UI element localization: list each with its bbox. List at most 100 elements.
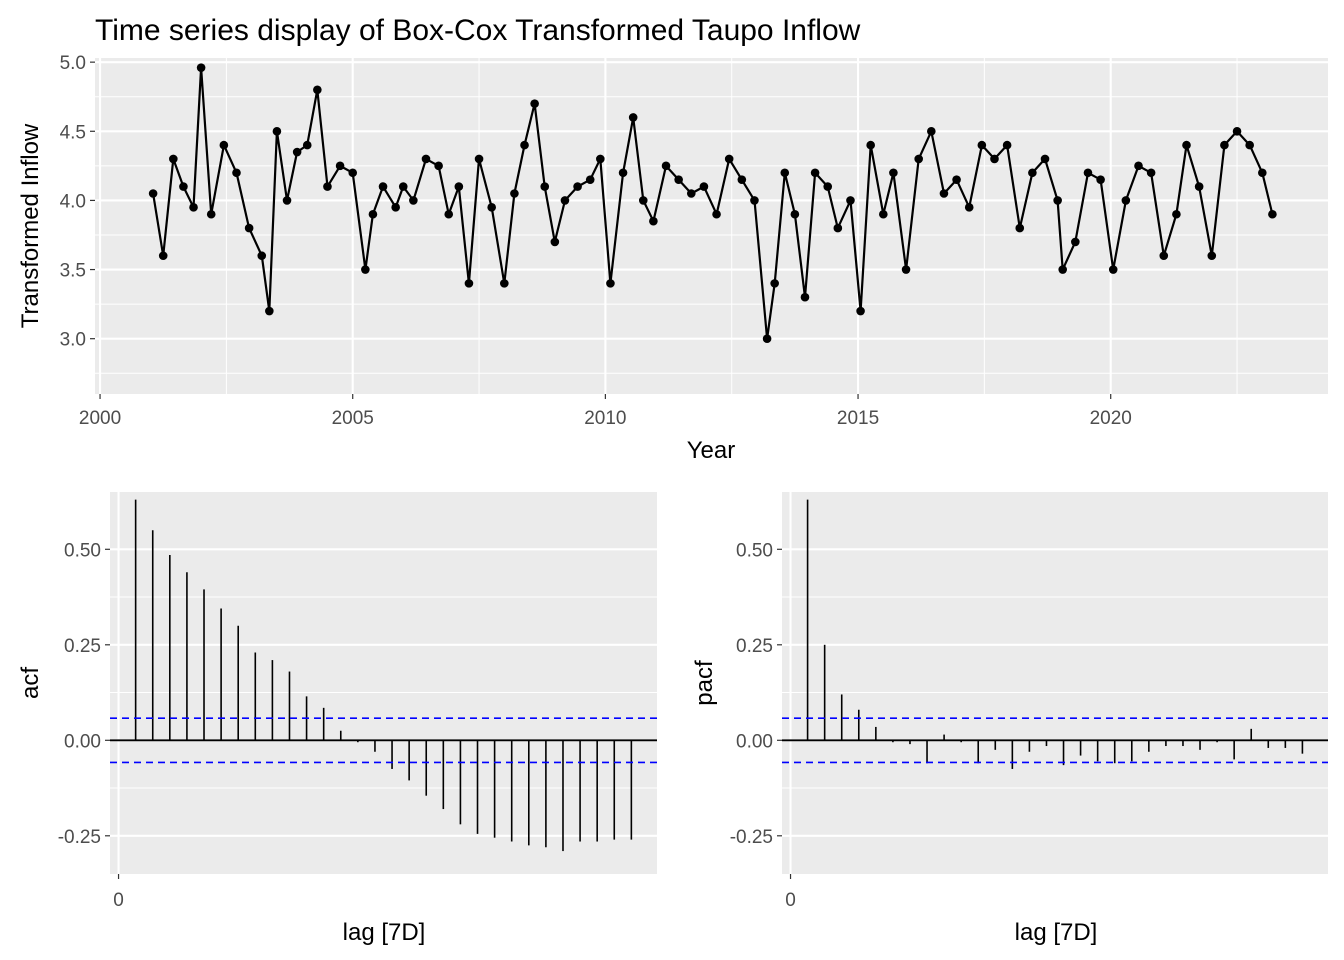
ts-point xyxy=(464,279,474,288)
ts-point xyxy=(1194,182,1204,191)
pacf-axes: -0.25 0.00 0.25 0.50 0 xyxy=(730,540,796,911)
ts-point xyxy=(1096,175,1105,184)
ts-point xyxy=(661,161,671,171)
ts-point xyxy=(550,237,560,247)
ts-point xyxy=(1159,251,1169,261)
ts-point xyxy=(244,223,254,233)
ts-point xyxy=(158,251,168,261)
ts-point xyxy=(618,168,628,178)
ts-point xyxy=(335,161,345,171)
ts-point xyxy=(302,140,312,150)
pacf-y-tick-label: 0.50 xyxy=(736,540,773,561)
pacf-plot: -0.25 0.00 0.25 0.50 0 lag [7D] pacf xyxy=(691,492,1328,946)
ts-point xyxy=(454,182,464,191)
ts-panel xyxy=(95,58,1328,394)
acf-x-tick-label: 0 xyxy=(113,890,124,911)
ts-point xyxy=(1172,209,1181,219)
ts-point xyxy=(1207,251,1217,261)
ts-point xyxy=(1258,168,1267,178)
pacf-y-axis-title: pacf xyxy=(691,660,718,706)
ts-point xyxy=(510,189,519,198)
ts-point xyxy=(1245,140,1254,150)
ts-point xyxy=(148,189,158,198)
ts-point xyxy=(313,85,322,95)
ts-point xyxy=(540,182,550,191)
ts-x-tick-label: 2015 xyxy=(837,408,879,429)
ts-x-tick-label: 2000 xyxy=(79,408,121,429)
ts-point xyxy=(833,223,843,233)
ts-point xyxy=(780,168,790,178)
ts-y-tick-label: 4.5 xyxy=(60,122,86,143)
ts-point xyxy=(1002,140,1012,150)
ts-point xyxy=(939,189,949,198)
ts-point xyxy=(977,140,987,150)
ts-point xyxy=(606,279,615,288)
ts-point xyxy=(487,203,496,212)
pacf-y-tick-label: -0.25 xyxy=(730,827,773,848)
ts-point xyxy=(762,334,772,343)
acf-plot: -0.25 0.00 0.25 0.50 0 lag [7D] acf xyxy=(17,492,657,946)
ts-point xyxy=(889,168,898,178)
ts-line xyxy=(152,66,1274,340)
ts-point xyxy=(474,154,484,164)
ts-point xyxy=(398,182,408,191)
ts-point xyxy=(206,209,216,219)
ts-point xyxy=(750,196,759,205)
ts-point xyxy=(179,182,188,191)
ts-point xyxy=(391,203,400,212)
ts-point xyxy=(361,265,370,274)
ts-y-tick-label: 4.0 xyxy=(60,191,86,212)
ts-point xyxy=(1015,223,1025,233)
acf-y-axis-title: acf xyxy=(17,667,44,699)
pacf-y-tick-label: 0.00 xyxy=(736,731,773,752)
ts-point xyxy=(189,203,198,212)
ts-point xyxy=(272,126,282,136)
ts-point xyxy=(823,182,833,191)
ts-point xyxy=(1058,265,1068,274)
ts-point xyxy=(1220,140,1229,150)
ts-point xyxy=(573,182,582,191)
ts-point xyxy=(1083,168,1093,178)
pacf-y-tick-label: 0.25 xyxy=(736,636,773,657)
ts-point xyxy=(628,113,638,122)
ts-point xyxy=(866,140,875,150)
ts-point xyxy=(638,196,648,205)
ts-x-tick-label: 2020 xyxy=(1090,408,1132,429)
ts-point xyxy=(323,182,332,191)
pacf-x-axis-title: lag [7D] xyxy=(1015,919,1098,946)
ts-x-tick-label: 2010 xyxy=(584,408,626,429)
acf-bars xyxy=(110,499,657,852)
ts-point xyxy=(232,168,241,178)
acf-y-tick-label: 0.00 xyxy=(64,731,101,752)
ts-point xyxy=(810,168,820,178)
acf-x-axis-title: lag [7D] xyxy=(343,919,426,946)
ts-point xyxy=(1071,237,1080,247)
ts-point xyxy=(596,154,605,164)
ts-point xyxy=(901,265,911,274)
ts-point xyxy=(196,63,206,72)
ts-point xyxy=(686,189,696,198)
ts-point xyxy=(1040,154,1050,164)
ts-point xyxy=(952,175,961,184)
ts-point xyxy=(520,140,529,150)
ts-point xyxy=(368,209,378,219)
ts-point xyxy=(1134,161,1143,171)
ts-point xyxy=(500,279,509,288)
ts-point xyxy=(649,216,658,226)
ts-point xyxy=(1146,168,1156,178)
ts-point xyxy=(434,161,443,171)
acf-y-tick-label: -0.25 xyxy=(58,827,101,848)
ts-y-tick-label: 5.0 xyxy=(60,53,86,74)
ts-point xyxy=(292,147,302,157)
acf-y-tick-label: 0.25 xyxy=(64,636,101,657)
ts-point xyxy=(409,196,418,205)
ts-y-tick-label: 3.0 xyxy=(60,330,86,351)
ts-point xyxy=(1232,126,1242,136)
acf-axes: -0.25 0.00 0.25 0.50 0 xyxy=(58,540,124,911)
ts-y-tick-label: 3.5 xyxy=(60,261,86,282)
ts-point xyxy=(585,175,595,184)
pacf-x-tick-label: 0 xyxy=(785,890,796,911)
ts-point xyxy=(1108,265,1118,274)
ts-series xyxy=(148,63,1277,343)
pacf-bars xyxy=(782,499,1328,769)
